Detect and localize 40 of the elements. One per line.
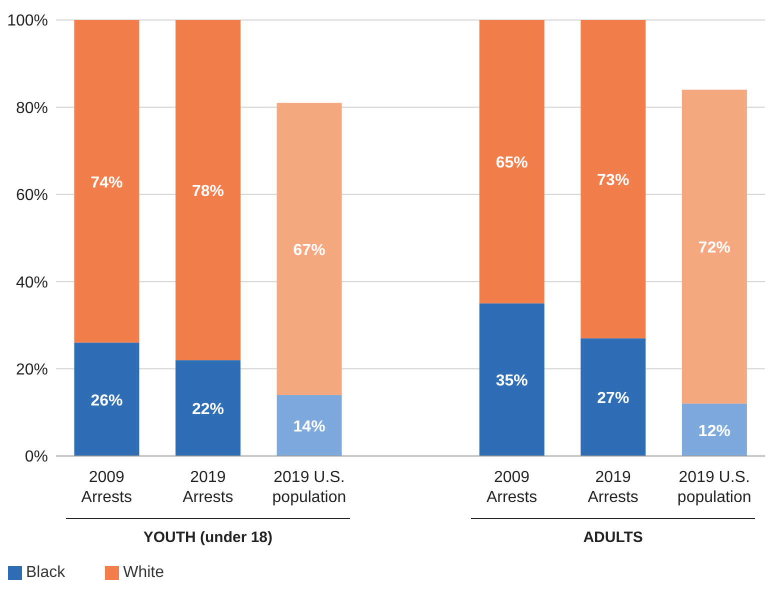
bar xyxy=(682,90,747,404)
data-label: 35% xyxy=(496,372,528,390)
y-tick-label: 20% xyxy=(16,361,48,378)
text: YOUTH (under 18) xyxy=(142,529,274,546)
bar xyxy=(176,360,241,456)
bar xyxy=(74,342,140,456)
x-tick-label: 2019 Arrests xyxy=(588,469,638,506)
data-label: 12% xyxy=(698,422,730,440)
x-tick-label: 2019 U.S. population xyxy=(272,469,346,506)
y-tick-label: 40% xyxy=(16,274,48,292)
data-label: 67% xyxy=(293,242,326,259)
data-label: 27% xyxy=(597,390,630,408)
bar xyxy=(580,338,646,456)
data-label: 74% xyxy=(90,174,123,192)
bar xyxy=(479,20,544,304)
bar xyxy=(276,102,342,395)
data-label: 22% xyxy=(192,401,224,418)
y-tick-label: 60% xyxy=(16,187,48,204)
data-label: 72% xyxy=(698,240,730,257)
data-label: 26% xyxy=(90,392,123,410)
bar xyxy=(276,394,342,456)
bar xyxy=(580,20,646,338)
data-label: 78% xyxy=(192,183,224,200)
text: ADULTS xyxy=(582,529,644,546)
y-tick-label: 100% xyxy=(7,12,48,30)
data-label: 73% xyxy=(597,172,630,190)
y-tick-label: 80% xyxy=(16,100,48,117)
data-label: 14% xyxy=(293,418,326,436)
legend-label: White xyxy=(123,564,164,581)
y-tick-label: 0% xyxy=(24,448,48,466)
legend-label: Black xyxy=(26,564,66,581)
data-label: 65% xyxy=(496,154,528,172)
x-tick-label: 2009 Arrests xyxy=(486,469,538,506)
x-tick-label: 2019 Arrests xyxy=(182,469,234,506)
bar xyxy=(682,404,747,456)
bar xyxy=(74,20,140,343)
x-tick-label: 2019 U.S. population xyxy=(677,469,752,506)
x-tick-label: 2009 Arrests xyxy=(81,469,132,506)
bar xyxy=(479,303,544,456)
bar xyxy=(176,20,241,360)
